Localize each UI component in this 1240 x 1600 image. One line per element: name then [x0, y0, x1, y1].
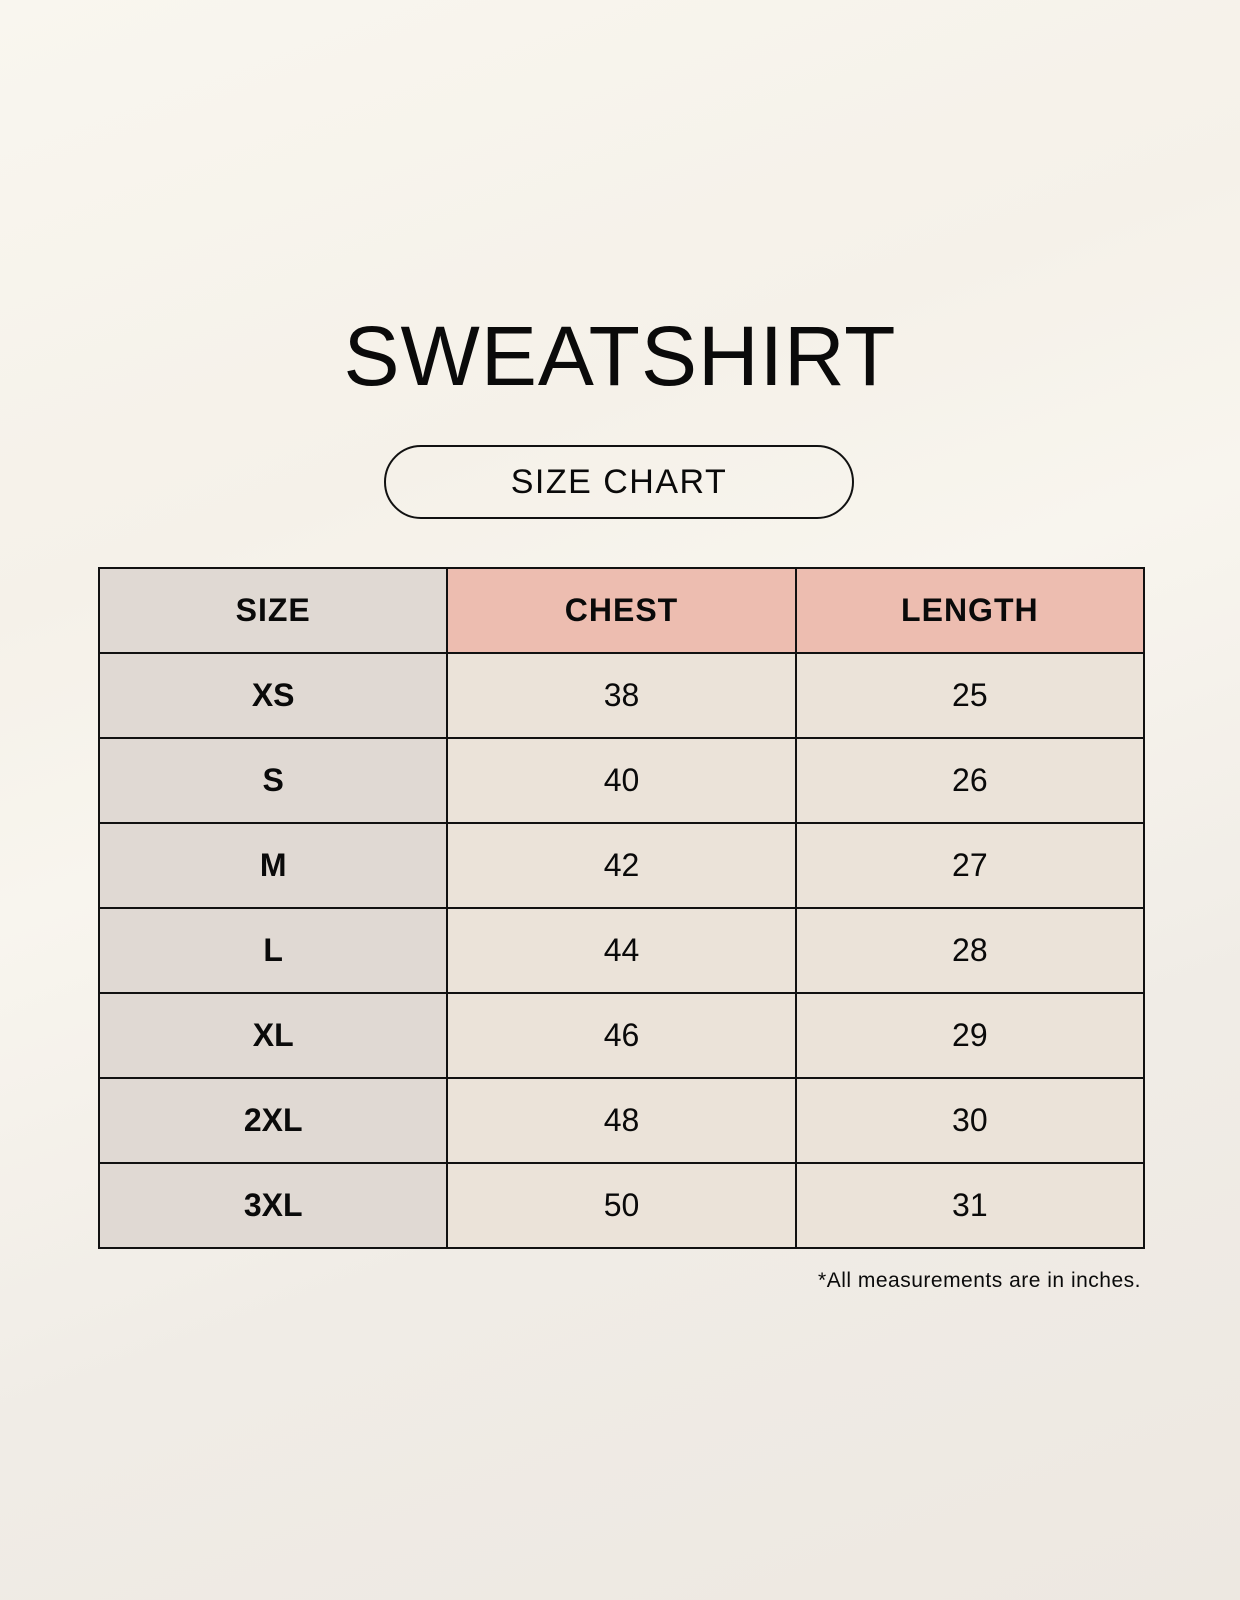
- cell-size: 2XL: [97, 1077, 449, 1164]
- footnote: *All measurements are in inches.: [818, 1269, 1141, 1292]
- table-row: 2XL 48 30: [97, 1077, 1146, 1164]
- cell-chest: 38: [446, 652, 797, 739]
- cell-chest: 50: [446, 1162, 797, 1249]
- cell-size: XS: [97, 652, 449, 739]
- header-size: SIZE: [97, 567, 449, 654]
- table-row: L 44 28: [97, 907, 1146, 994]
- cell-chest: 44: [446, 907, 797, 994]
- page-title: SWEATSHIRT: [343, 309, 897, 403]
- table-row: XS 38 25: [97, 652, 1146, 739]
- cell-chest: 48: [446, 1077, 797, 1164]
- cell-size: 3XL: [97, 1162, 449, 1249]
- cell-size: L: [97, 907, 449, 994]
- cell-chest: 40: [446, 737, 797, 824]
- table-row: M 42 27: [97, 822, 1146, 909]
- cell-length: 30: [794, 1077, 1146, 1164]
- table-header-row: SIZE CHEST LENGTH: [97, 567, 1146, 654]
- cell-length: 28: [794, 907, 1146, 994]
- header-chest: CHEST: [446, 567, 797, 654]
- cell-chest: 42: [446, 822, 797, 909]
- cell-length: 25: [794, 652, 1146, 739]
- cell-length: 29: [794, 992, 1146, 1079]
- size-chart-badge: SIZE CHART: [384, 445, 854, 519]
- table-row: XL 46 29: [97, 992, 1146, 1079]
- header-length: LENGTH: [794, 567, 1146, 654]
- cell-length: 27: [794, 822, 1146, 909]
- cell-size: M: [97, 822, 449, 909]
- cell-length: 31: [794, 1162, 1146, 1249]
- cell-length: 26: [794, 737, 1146, 824]
- table-row: 3XL 50 31: [97, 1162, 1146, 1249]
- cell-chest: 46: [446, 992, 797, 1079]
- cell-size: XL: [97, 992, 449, 1079]
- cell-size: S: [97, 737, 449, 824]
- size-chart-table: SIZE CHEST LENGTH XS 38 25 S 40 26 M 42 27 L 44 28 X…: [97, 567, 1146, 1249]
- table-row: S 40 26: [97, 737, 1146, 824]
